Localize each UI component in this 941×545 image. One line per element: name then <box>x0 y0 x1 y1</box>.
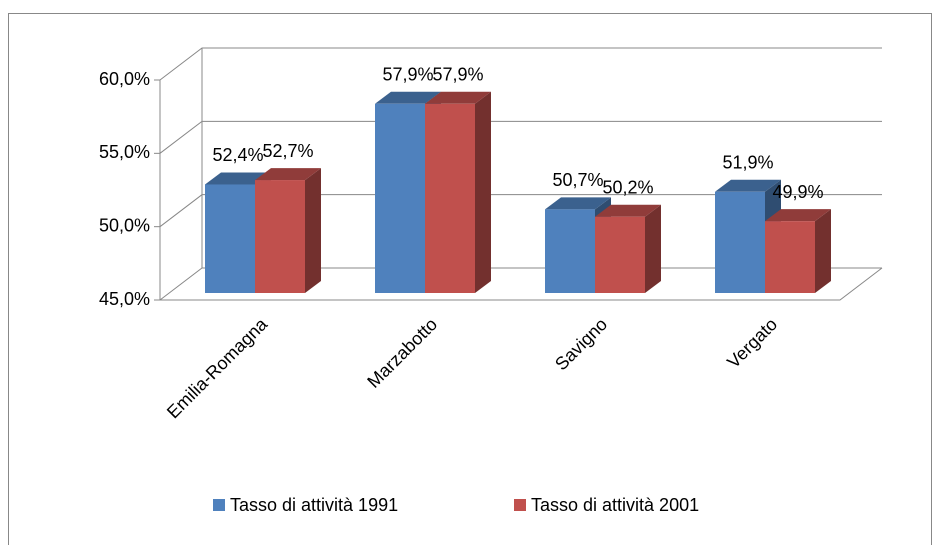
grid-line <box>159 120 882 154</box>
legend-swatch <box>213 499 225 511</box>
value-label: 50,7% <box>552 170 603 190</box>
bar-front <box>375 103 425 293</box>
bar-side <box>305 168 321 293</box>
bar-top <box>205 172 271 185</box>
bar <box>255 168 321 293</box>
y-tick-label: 60,0% <box>99 69 150 89</box>
bar <box>595 204 661 293</box>
grid-line <box>159 194 882 228</box>
value-label: 50,2% <box>602 177 653 197</box>
bar-front <box>255 180 305 293</box>
grid-line <box>159 47 882 81</box>
y-tick-label: 45,0% <box>99 289 150 309</box>
value-label: 57,9% <box>432 65 483 85</box>
legend-label: Tasso di attività 2001 <box>531 495 699 515</box>
value-label: 52,7% <box>262 141 313 161</box>
value-label: 57,9% <box>382 65 433 85</box>
bar-front <box>765 221 815 293</box>
value-label: 49,9% <box>772 182 823 202</box>
bar-side <box>645 204 661 293</box>
bar-top <box>595 204 661 217</box>
bar-top <box>765 209 831 222</box>
bar-front <box>715 191 765 293</box>
y-tick-label: 50,0% <box>99 215 150 235</box>
bar-top <box>425 91 491 104</box>
y-tick-label: 55,0% <box>99 142 150 162</box>
bar-front <box>205 184 255 293</box>
bar-top <box>255 168 321 181</box>
bar-front <box>425 103 475 293</box>
bar-front <box>595 216 645 293</box>
bar <box>765 209 831 293</box>
bar <box>425 91 491 293</box>
value-label: 51,9% <box>722 153 773 173</box>
bar-front <box>545 209 595 293</box>
legend-label: Tasso di attività 1991 <box>230 495 398 515</box>
floor <box>160 267 883 301</box>
value-label: 52,4% <box>212 145 263 165</box>
bar-top <box>375 91 441 104</box>
legend-swatch <box>514 499 526 511</box>
bar-top <box>715 179 781 192</box>
bar-side <box>815 209 831 293</box>
bar-top <box>545 197 611 210</box>
bar-side <box>475 91 491 293</box>
